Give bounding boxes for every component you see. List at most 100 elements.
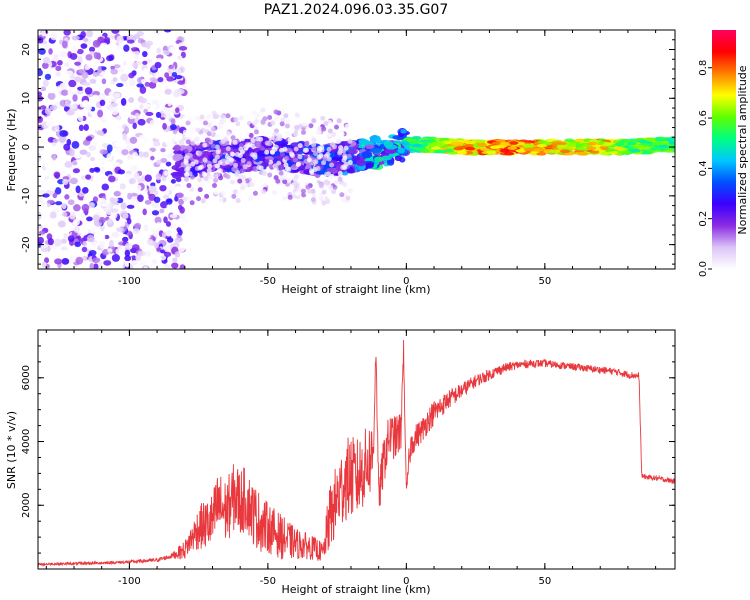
spectrum-speckle [80,228,89,235]
spectrum-speckle [175,68,182,76]
spectrum-ridge-blob [174,161,182,167]
x-tick-label: -50 [260,576,276,587]
spectrum-halo-blob [311,137,317,143]
spectrum-halo-blob [217,160,223,166]
spectrum-speckle [54,124,60,132]
spectrum-halo-blob [183,148,189,154]
spectrum-ridge-blob [663,137,674,142]
snr-panel: -100 -50 0 50 2000 4000 6000 Height of straigh… [5,329,676,596]
spectrum-speckle [38,224,44,230]
spectrum-speckle [80,31,86,39]
spectrum-halo-blob [251,110,257,116]
spectrum-halo-blob [282,195,288,201]
spectrum-halo-blob [277,133,283,139]
spectrum-speckle [176,192,184,199]
spectrum-speckle [82,186,89,194]
spectrum-halo-blob [279,151,285,157]
spectrum-halo-blob [342,181,348,187]
spectrum-halo-blob [345,195,351,201]
spectrum-speckle [63,143,71,151]
spectrum-speckle [69,148,75,157]
spectrum-speckle [143,224,149,232]
spectrum-speckle [49,244,58,250]
spectrum-speckle [64,62,70,68]
spectrum-halo-blob [295,161,301,167]
spectrum-speckle [181,221,188,228]
spectrum-speckle [86,234,95,243]
spectrum-halo-blob [213,177,219,183]
y-tick-label: 2000 [21,493,32,518]
spectrum-speckle [52,220,58,228]
spectrum-speckle [155,173,162,181]
spectrum-speckle [75,250,83,256]
spectrum-halo-blob [231,193,237,199]
spectrum-speckle [154,61,162,69]
spectrum-halo-blob [186,183,192,189]
spectrum-speckle [116,227,124,232]
spectrum-speckle [152,230,159,237]
x-tick-label: -50 [260,276,276,287]
spectrum-ridge-blob [589,150,600,154]
spectrum-ridge-blob [457,150,468,155]
spectrum-ridge-blob [453,141,464,146]
spectrum-speckle [124,249,131,257]
spectrum-speckle [148,81,157,89]
spectrum-speckle [68,41,74,50]
spectrum-halo-blob [347,188,353,194]
x-tick-label: -100 [118,576,141,587]
spectrum-speckle [106,104,114,111]
spectrum-ridge-blob [626,141,637,146]
spectrum-halo-blob [311,118,317,124]
spectrum-halo-blob [233,162,239,168]
spectrum-halo-blob [298,123,304,129]
spectrum-speckle [129,136,138,144]
spectrum-speckle [61,258,70,265]
spectrum-ridge-blob [641,150,652,155]
spectrum-speckle [69,177,78,185]
spectrum-speckle [112,210,118,219]
spectrum-halo-blob [252,152,258,158]
spectrum-speckle [78,124,84,132]
x-tick-label: 50 [538,576,551,587]
spectrum-halo-blob [206,131,212,137]
spectrum-speckle [162,122,167,130]
spectrum-halo-blob [267,115,273,121]
spectrum-speckle [141,51,148,58]
spectrum-speckle [44,97,49,105]
spectrum-speckle [177,80,186,85]
spectrum-speckle [72,94,78,102]
spectrum-speckle [174,251,181,258]
spectrum-ridge-blob [172,153,184,161]
spectrum-halo-blob [316,154,322,160]
spectrum-halo-blob [249,182,255,188]
spectrum-halo-blob [261,170,267,176]
spectrum-speckle [74,76,83,83]
spectrum-halo-blob [336,139,342,145]
spectrum-halo-blob [249,170,255,176]
spectrum-halo-blob [304,140,310,146]
spectrum-ridge-blob [551,141,562,146]
spectrum-speckle [142,60,148,65]
spectrum-halo-blob [190,140,196,146]
spectrum-halo-blob [309,168,315,174]
spectrum-speckle [139,260,146,266]
spectrum-ridge-blob [173,144,181,152]
spectrum-halo-blob [265,132,271,138]
spectrum-speckle [44,107,52,115]
spectrum-speckle [145,234,151,239]
spectrum-ridge-blob [658,144,669,149]
spectrum-halo-blob [269,135,275,141]
spectrum-speckle [142,151,149,158]
colorbar-tick-label: 0.0 [698,261,709,277]
spectrum-halo-blob [187,196,193,202]
spectrum-speckle [139,104,144,109]
spectrum-speckle [126,204,135,209]
spectrum-halo-blob [277,164,283,170]
spectrum-speckle [96,130,104,136]
spectrum-speckle [154,216,162,224]
spectrum-speckle [38,196,43,203]
colorbar-ticks: 0.0 0.2 0.4 0.6 0.8 [698,60,712,277]
spectrum-ridge-blob [400,129,407,134]
spectrum-speckle [106,144,113,153]
spectrum-halo-blob [338,145,344,151]
